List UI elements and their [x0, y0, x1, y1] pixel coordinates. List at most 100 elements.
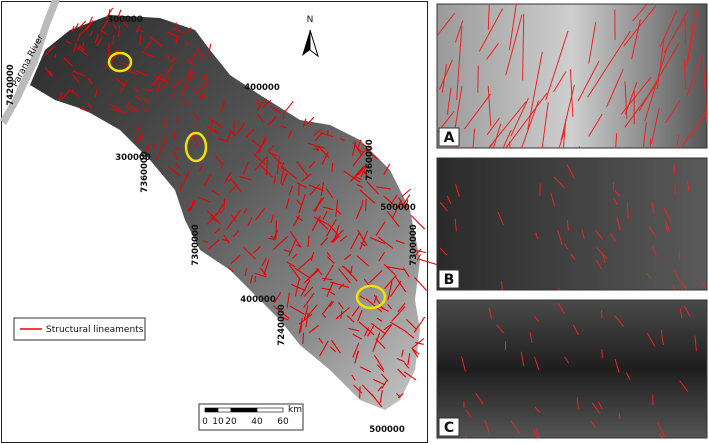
lineament: [360, 166, 367, 178]
lineament: [564, 243, 569, 250]
lineament: [171, 78, 184, 89]
lineament: [78, 20, 87, 29]
lineament: [331, 162, 334, 172]
lineament: [142, 97, 150, 104]
lineament: [663, 10, 689, 54]
lineament: [486, 43, 499, 60]
lineament: [377, 385, 383, 392]
lineament: [352, 333, 363, 340]
lineament: [73, 42, 77, 53]
lineament: [96, 36, 104, 47]
lineament: [359, 295, 366, 300]
lineament: [174, 146, 181, 151]
lineament: [214, 227, 221, 234]
lineament: [290, 283, 306, 292]
coordinate-label: 7420000: [6, 64, 16, 105]
lineament: [89, 16, 94, 24]
lineament: [472, 128, 476, 148]
lineament: [361, 384, 374, 397]
lineament: [331, 235, 340, 244]
coordinate-label: 500000: [369, 425, 405, 435]
lineament: [456, 26, 463, 101]
lineament: [220, 162, 225, 169]
lineament: [665, 100, 681, 124]
lineament: [319, 340, 329, 357]
lineament: [194, 140, 200, 147]
lineament: [175, 37, 178, 44]
lineament: [300, 279, 311, 297]
lineament: [187, 27, 192, 33]
lineament: [288, 239, 297, 256]
lineament: [272, 235, 289, 251]
lineament: [280, 161, 285, 169]
lineament: [411, 348, 419, 358]
highlight-ellipse: [355, 284, 387, 310]
lineament: [377, 236, 394, 249]
lineament: [298, 255, 314, 270]
lineament: [396, 392, 401, 398]
lineament: [243, 246, 256, 260]
lineament: [533, 315, 540, 322]
scale-segment: [256, 407, 284, 413]
lineament: [101, 19, 109, 31]
lineament: [701, 281, 706, 289]
lineament: [478, 8, 504, 52]
scale-unit: km: [288, 405, 302, 415]
lineament: [446, 87, 452, 115]
lineament: [437, 12, 456, 37]
lineament: [350, 166, 364, 182]
north-arrow: N: [302, 15, 319, 58]
lineament: [391, 306, 406, 322]
lineament: [151, 72, 163, 86]
scale-label: 0: [202, 417, 208, 427]
lineament: [510, 420, 521, 434]
lineament: [572, 324, 579, 336]
lineament: [44, 44, 56, 57]
lineament: [359, 189, 376, 204]
lineament: [339, 235, 348, 242]
lineament: [318, 337, 324, 344]
lineament: [679, 380, 689, 393]
lineament: [497, 211, 504, 226]
lineament: [175, 117, 180, 123]
lineament: [648, 226, 657, 238]
lineament: [534, 356, 540, 370]
lineament: [54, 53, 57, 59]
lineament: [272, 229, 279, 240]
lineament: [144, 40, 152, 50]
lineament: [403, 362, 410, 369]
scale-label: 20: [225, 417, 237, 427]
lineament: [226, 131, 232, 142]
lineament: [308, 184, 324, 192]
lineament: [279, 316, 289, 321]
lineament: [361, 199, 364, 208]
lineament: [247, 217, 253, 226]
lineament: [348, 327, 360, 332]
lineament: [308, 324, 320, 334]
lineament: [410, 214, 426, 230]
lineament: [454, 218, 457, 232]
lineament: [223, 198, 226, 211]
lineament: [313, 145, 320, 151]
lineament: [298, 183, 300, 196]
lineament: [365, 198, 367, 211]
lineament: [310, 251, 315, 261]
lineament: [338, 268, 351, 284]
lineament: [356, 183, 363, 188]
lineament: [252, 153, 266, 165]
lineament: [686, 179, 690, 191]
lineament: [71, 73, 80, 83]
lineament: [325, 188, 334, 199]
lineament: [335, 306, 351, 320]
lineament: [588, 113, 603, 137]
lineament: [356, 176, 362, 180]
lineament: [354, 350, 359, 364]
lineament: [392, 199, 402, 219]
lineament: [108, 9, 111, 19]
lineament: [564, 356, 570, 364]
lineament: [71, 25, 75, 33]
lineament: [664, 225, 669, 233]
lineament: [208, 120, 214, 135]
lineament: [475, 393, 484, 405]
lineament: [203, 76, 209, 84]
